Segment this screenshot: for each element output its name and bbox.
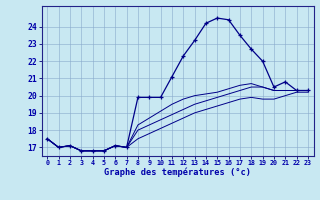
X-axis label: Graphe des températures (°c): Graphe des températures (°c) (104, 168, 251, 177)
